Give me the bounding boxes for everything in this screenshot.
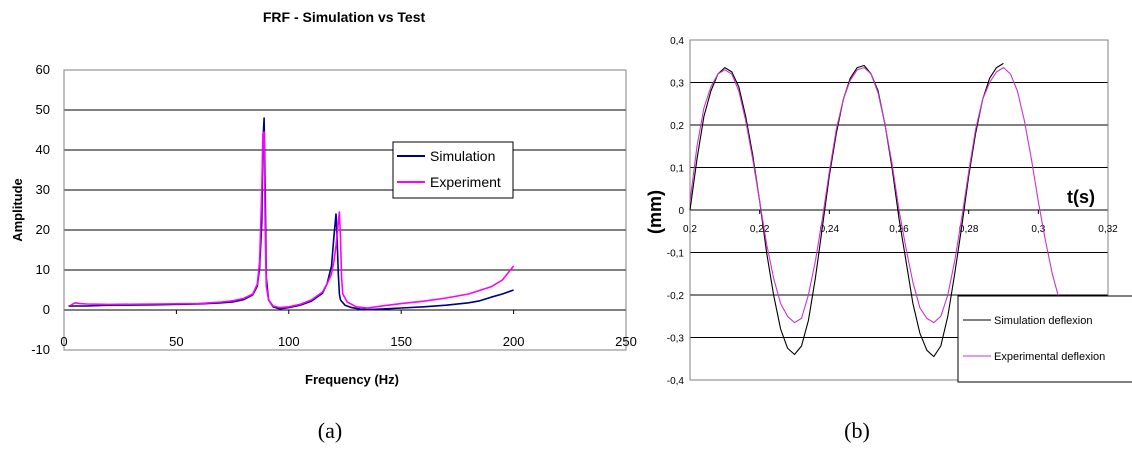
chart-a-legend-label-simulation: Simulation [430,148,495,164]
chart-a-y-axis-label: Amplitude [10,178,25,242]
y-tick-label: -10 [31,342,50,357]
chart-b-legend-label-experimental: Experimental deflexion [994,351,1105,363]
chart-a-title: FRF - Simulation vs Test [263,9,426,25]
y-tick-label: -0,4 [667,376,685,387]
y-tick-label: 0,1 [670,164,684,175]
x-tick-label: 0,28 [959,224,979,235]
x-tick-label: 150 [390,334,412,349]
chart-b-y-axis-label: (mm) [645,190,665,234]
series-line-simulation [68,117,514,311]
chart-b-legend-label-simulation: Simulation deflexion [994,315,1092,327]
chart-a-gridlines [63,109,627,314]
y-tick-label: 50 [36,102,50,117]
chart-a-tick-labels: -10 0 10 20 30 40 50 60 0 50 100 150 200 250 [31,62,637,357]
y-tick-label: 60 [36,62,50,77]
x-tick-label: 0,32 [1098,224,1118,235]
y-tick-label: 0 [43,302,50,317]
x-tick-label: 0,3 [1031,224,1045,235]
y-tick-label: 10 [36,262,50,277]
chart-b-legend: Simulation deflexion Experimental deflex… [957,295,1132,383]
chart-a-x-axis-label: Frequency (Hz) [305,372,399,387]
chart-a-caption: (a) [318,418,342,443]
chart-b-tick-labels: 0,4 0,3 0,2 0,1 0 -0,1 -0,2 -0,3 -0,4 0,2 0,22 0,24… [667,36,1118,387]
x-tick-label: 200 [503,334,525,349]
chart-b-x-axis-label: t(s) [1067,187,1095,207]
y-tick-label: 0 [678,206,684,217]
y-tick-label: 30 [36,182,50,197]
chart-b-series [689,62,1067,358]
y-tick-label: 0,4 [670,36,684,47]
chart-a-plot-frame [63,69,627,351]
chart-b: 0,4 0,3 0,2 0,1 0 -0,1 -0,2 -0,3 -0,4 0,2 0,22 0,24… [645,36,1132,443]
chart-a-legend: Simulation Experiment [392,141,514,199]
x-tick-label: 0 [60,334,67,349]
y-tick-label: -0,1 [667,249,685,260]
series-line-experimental-deflexion [689,67,1067,324]
x-tick-label: 100 [278,334,300,349]
y-tick-label: 0,3 [670,79,684,90]
chart-b-legend-box [957,295,1132,383]
x-tick-label: 0,22 [750,224,770,235]
y-tick-label: 0,2 [670,121,684,132]
chart-a-series [68,117,515,311]
x-tick-label: 50 [169,334,183,349]
chart-a-legend-label-experiment: Experiment [430,174,501,190]
x-tick-label: 250 [615,334,637,349]
y-tick-label: 40 [36,142,50,157]
y-tick-label: 20 [36,222,50,237]
series-line-experiment [70,131,515,309]
y-tick-label: -0,2 [667,291,685,302]
x-tick-label: 0,2 [683,224,697,235]
x-tick-label: 0,24 [820,224,840,235]
y-tick-label: -0,3 [667,334,685,345]
x-tick-label: 0,26 [889,224,909,235]
chart-b-caption: (b) [844,418,870,443]
chart-a-legend-box [392,141,514,199]
chart-a: FRF - Simulation vs Test -10 0 10 20 30 40 50 6… [10,9,637,443]
